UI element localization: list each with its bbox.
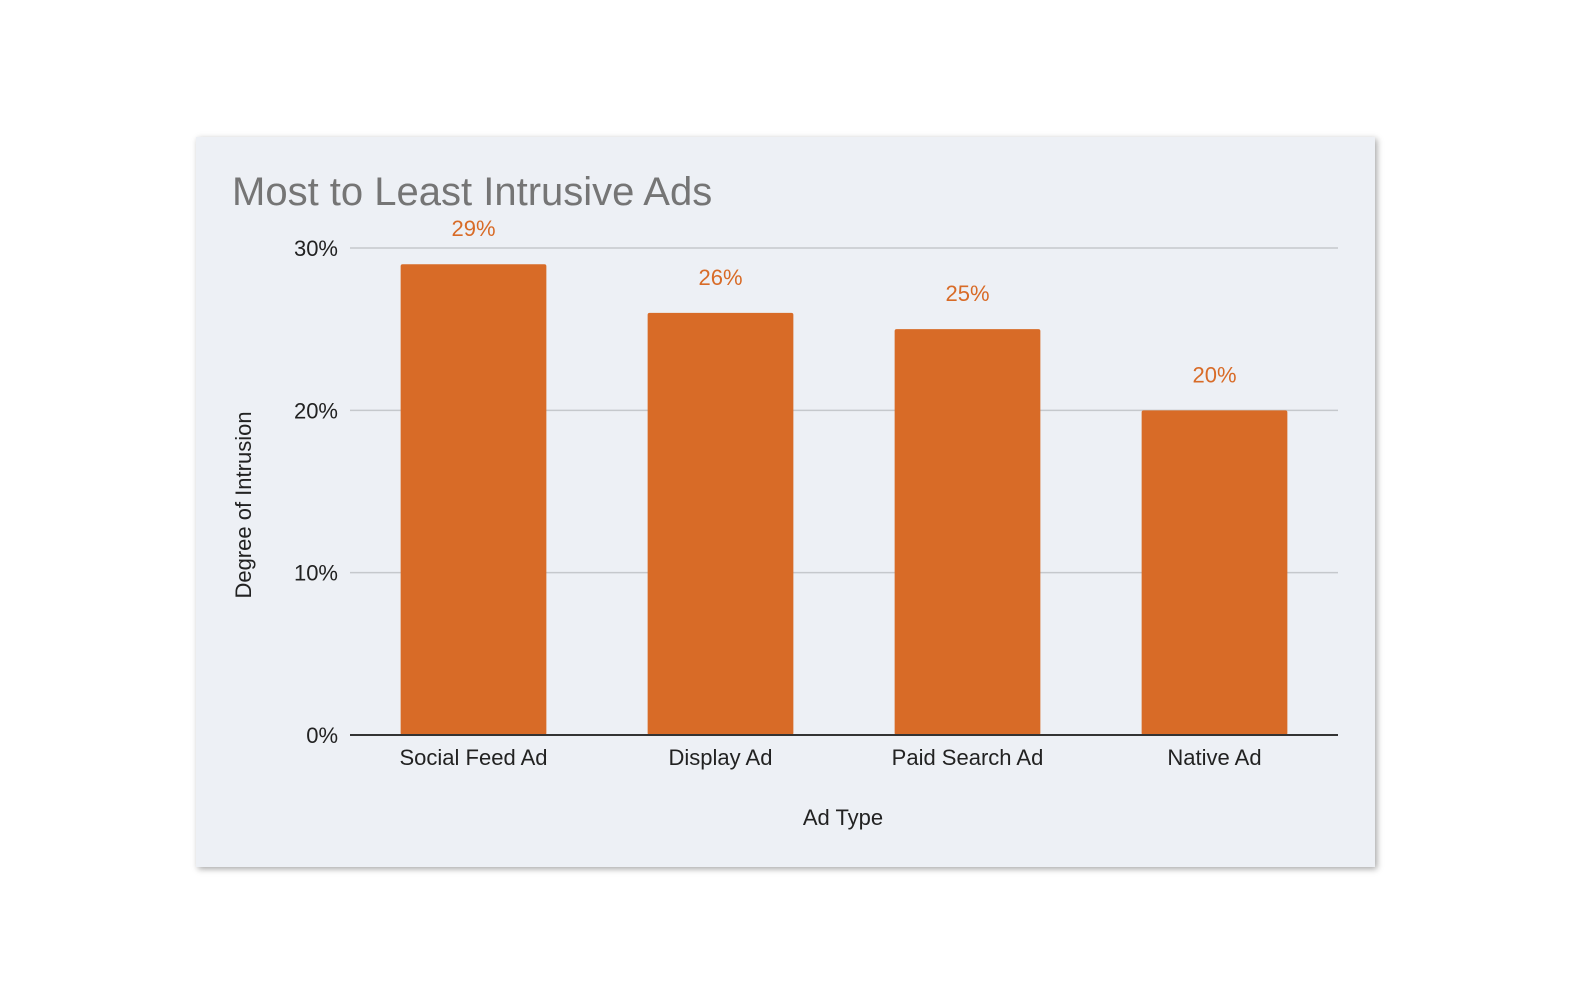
x-category-label: Display Ad <box>669 745 773 770</box>
y-axis-title: Degree of Intrusion <box>231 411 256 598</box>
data-labels: 29% 26% 25% 20% <box>451 216 1236 387</box>
y-tick-labels: 0% 10% 20% 30% <box>294 236 338 748</box>
y-tick-label: 0% <box>306 723 338 748</box>
x-category-label: Paid Search Ad <box>892 745 1044 770</box>
y-tick-label: 10% <box>294 561 338 586</box>
x-category-label: Social Feed Ad <box>400 745 548 770</box>
bar-data-label: 26% <box>698 265 742 290</box>
chart-title: Most to Least Intrusive Ads <box>232 170 713 214</box>
bar[interactable] <box>894 329 1041 735</box>
bar[interactable] <box>400 264 547 735</box>
bar-data-label: 29% <box>451 216 495 241</box>
y-tick-label: 20% <box>294 398 338 423</box>
bar-data-label: 25% <box>945 281 989 306</box>
chart-card: Most to Least Intrusive Ads 0% 10% 20% 30% … <box>196 137 1375 867</box>
bars <box>400 264 1288 735</box>
bar-data-label: 20% <box>1192 362 1236 387</box>
x-axis-title: Ad Type <box>803 805 883 830</box>
bar[interactable] <box>1141 410 1288 735</box>
y-tick-label: 30% <box>294 236 338 261</box>
bar[interactable] <box>647 312 794 735</box>
x-category-labels: Social Feed Ad Display Ad Paid Search Ad Na… <box>400 745 1262 770</box>
bar-chart-plot: 0% 10% 20% 30% 29% 26% 25% 20% Social Feed Ad D… <box>231 216 1338 830</box>
x-category-label: Native Ad <box>1167 745 1261 770</box>
